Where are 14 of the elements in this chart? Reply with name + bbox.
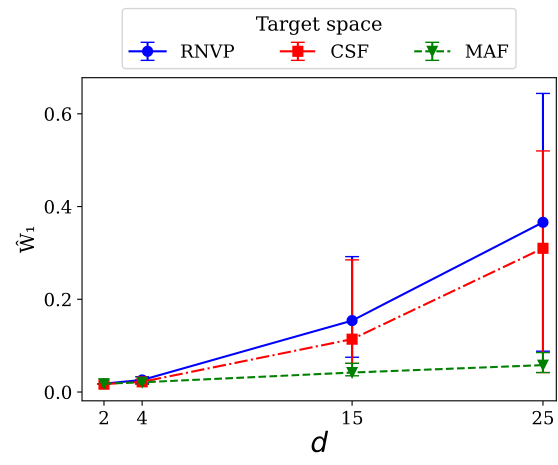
y-tick-label: 0.0 xyxy=(44,385,72,400)
y-tick-label: 0.4 xyxy=(44,200,72,214)
legend-label: RNVP xyxy=(181,44,234,58)
x-tick-label: 25 xyxy=(532,410,554,425)
legend-label: MAF xyxy=(466,44,508,58)
legend-title: Target space xyxy=(256,16,382,35)
x-axis-title: d xyxy=(312,430,328,452)
x-tick-label: 2 xyxy=(99,410,108,424)
y-axis-title: Ŵ₁ xyxy=(16,226,34,254)
y-tick-label: 0.2 xyxy=(44,292,71,306)
x-tick-label: 15 xyxy=(342,410,362,425)
legend-label: CSF xyxy=(331,44,368,58)
x-tick-label: 4 xyxy=(136,410,147,424)
y-tick-label: 0.6 xyxy=(44,107,72,121)
